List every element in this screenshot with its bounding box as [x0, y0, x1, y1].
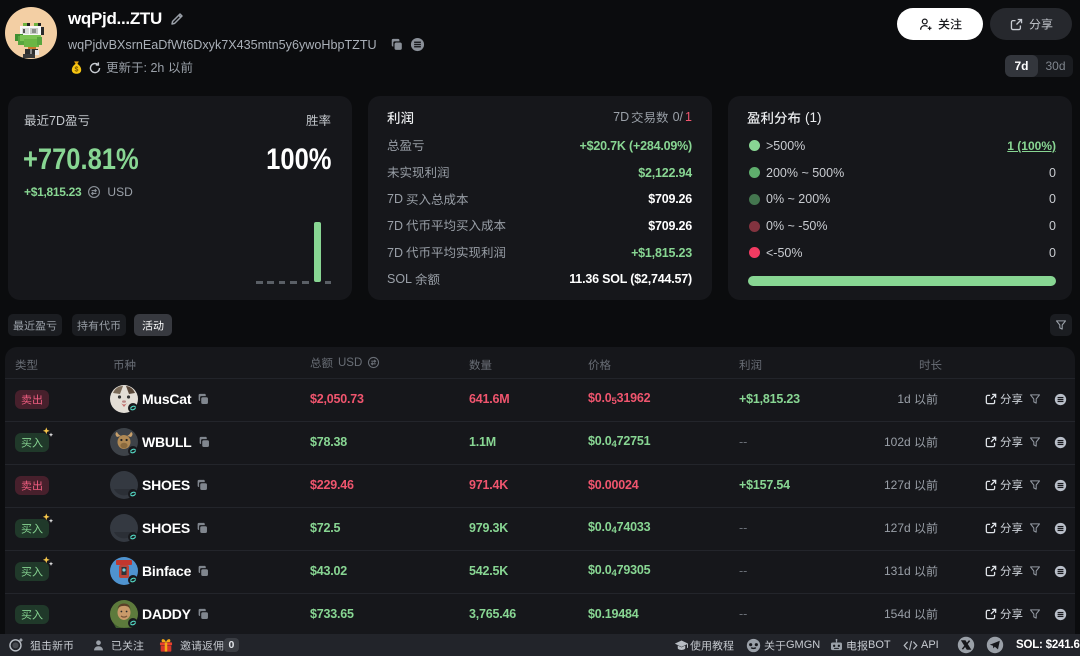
svg-text:$: $ — [75, 66, 79, 73]
